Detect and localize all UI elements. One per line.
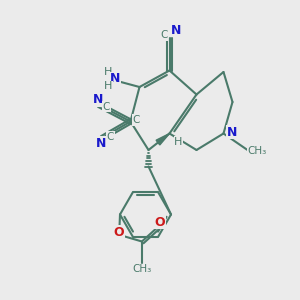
- Text: C: C: [132, 115, 140, 125]
- Text: H: H: [104, 81, 112, 92]
- Text: C: C: [107, 131, 114, 142]
- Text: C: C: [103, 101, 110, 112]
- Text: O: O: [113, 226, 124, 239]
- Text: N: N: [96, 137, 106, 150]
- Text: N: N: [110, 72, 121, 86]
- Text: CH₃: CH₃: [132, 264, 152, 274]
- Text: N: N: [93, 93, 103, 106]
- Text: N: N: [227, 125, 237, 139]
- Text: C: C: [160, 30, 168, 40]
- Text: CH₃: CH₃: [248, 146, 267, 157]
- Text: O: O: [154, 216, 165, 229]
- Polygon shape: [156, 134, 169, 145]
- Text: H: H: [104, 67, 112, 77]
- Text: N: N: [171, 23, 181, 37]
- Text: H: H: [174, 137, 183, 147]
